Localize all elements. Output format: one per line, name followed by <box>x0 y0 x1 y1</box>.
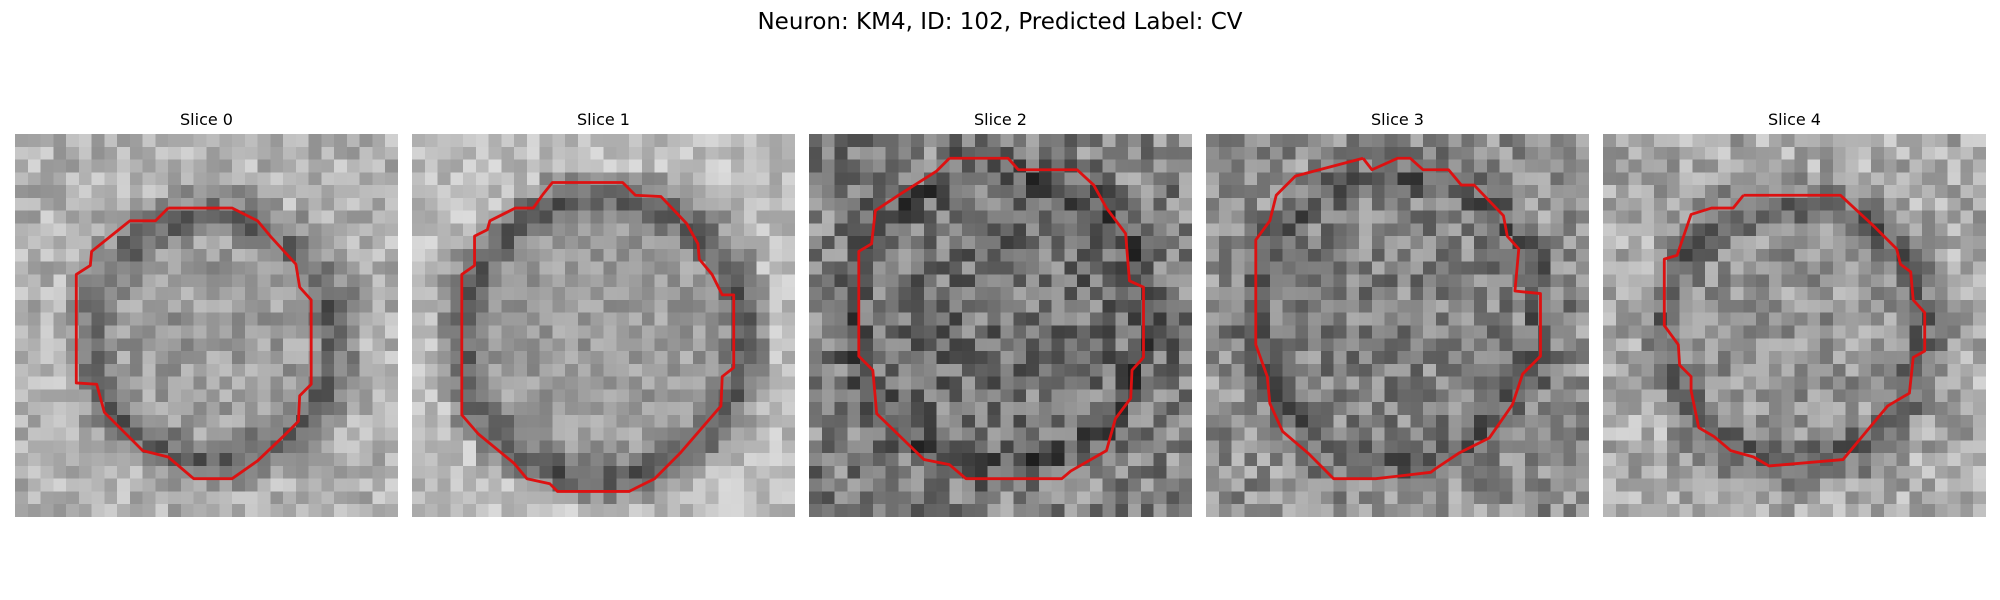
slice-4-grayscale-pixels <box>1603 134 1986 517</box>
slice-2-image <box>809 134 1192 517</box>
slice-1-contour <box>460 181 736 493</box>
panel-title-slice-2: Slice 2 <box>974 110 1027 129</box>
panel-title-slice-0: Slice 0 <box>180 110 233 129</box>
slice-0-image <box>15 134 398 517</box>
slice-2-contour <box>857 156 1145 481</box>
slice-0-grayscale-pixels <box>15 134 398 517</box>
slice-1-image <box>412 134 795 517</box>
slice-2-grayscale-pixels <box>809 134 1192 517</box>
slice-4-contour <box>1662 193 1927 468</box>
slice-3-grayscale-pixels <box>1206 134 1589 517</box>
slice-4-image <box>1603 134 1986 517</box>
panel-title-slice-4: Slice 4 <box>1768 110 1821 129</box>
panel-title-slice-1: Slice 1 <box>577 110 630 129</box>
slice-3-image <box>1206 134 1589 517</box>
slice-1-grayscale-pixels <box>412 134 795 517</box>
figure-title: Neuron: KM4, ID: 102, Predicted Label: C… <box>757 9 1243 35</box>
slice-3-contour <box>1254 156 1542 481</box>
slice-0-contour <box>74 206 313 481</box>
panel-title-slice-3: Slice 3 <box>1371 110 1424 129</box>
